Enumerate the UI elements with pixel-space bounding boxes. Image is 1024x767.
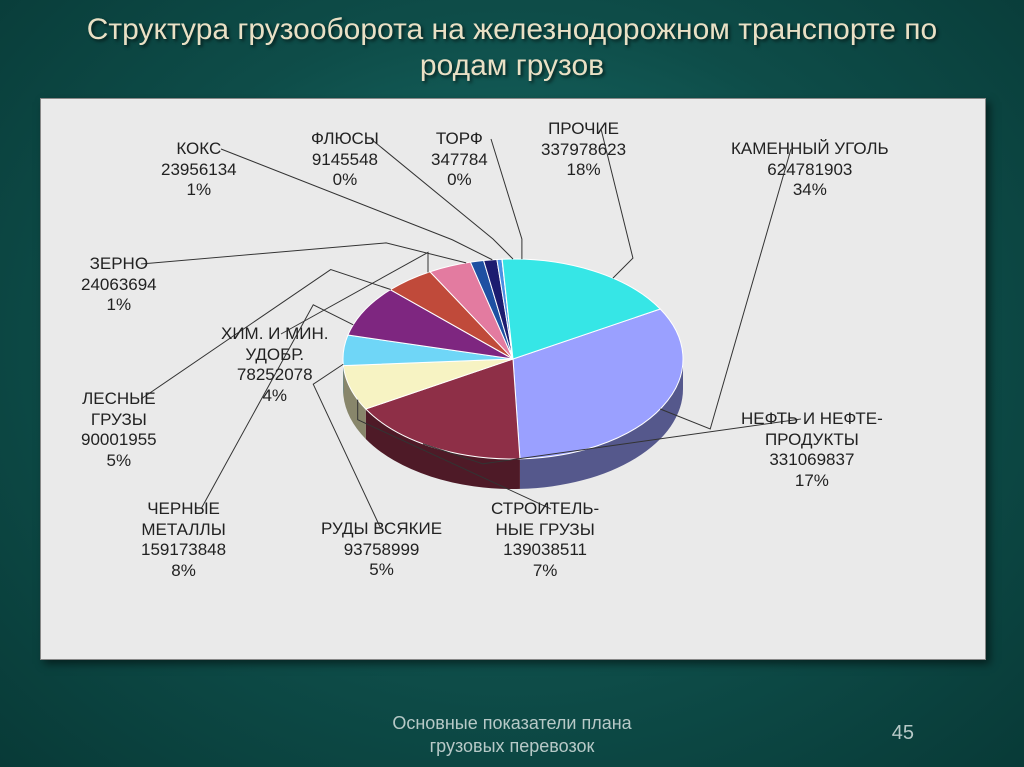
pie-label: НЕФТЬ И НЕФТЕ- ПРОДУКТЫ 331069837 17% — [741, 409, 883, 492]
slide-title: Структура грузооборота на железнодорожно… — [52, 12, 972, 84]
footer-text: Основные показатели плана грузовых перев… — [392, 712, 631, 757]
leader-line — [141, 243, 466, 264]
pie-label: ТОРФ 347784 0% — [431, 129, 488, 191]
slide-number: 45 — [892, 722, 914, 745]
pie-label: РУДЫ ВСЯКИЕ 93758999 5% — [321, 519, 442, 581]
pie-label: ЛЕСНЫЕ ГРУЗЫ 90001955 5% — [81, 389, 157, 472]
pie-label: КОКС 23956134 1% — [161, 139, 237, 201]
slide: Структура грузооборота на железнодорожно… — [0, 0, 1024, 767]
pie-label: КАМЕННЫЙ УГОЛЬ 624781903 34% — [731, 139, 889, 201]
chart-container: КАМЕННЫЙ УГОЛЬ 624781903 34% НЕФТЬ И НЕФТ… — [40, 98, 986, 660]
pie-label: ХИМ. И МИН. УДОБР. 78252078 4% — [221, 324, 329, 407]
pie-label: СТРОИТЕЛЬ- НЫЕ ГРУЗЫ 139038511 7% — [491, 499, 599, 582]
pie-label: ФЛЮСЫ 9145548 0% — [311, 129, 379, 191]
pie-label: ЧЕРНЫЕ МЕТАЛЛЫ 159173848 8% — [141, 499, 226, 582]
pie-label: ЗЕРНО 24063694 1% — [81, 254, 157, 316]
pie-label: ПРОЧИЕ 337978623 18% — [541, 119, 626, 181]
